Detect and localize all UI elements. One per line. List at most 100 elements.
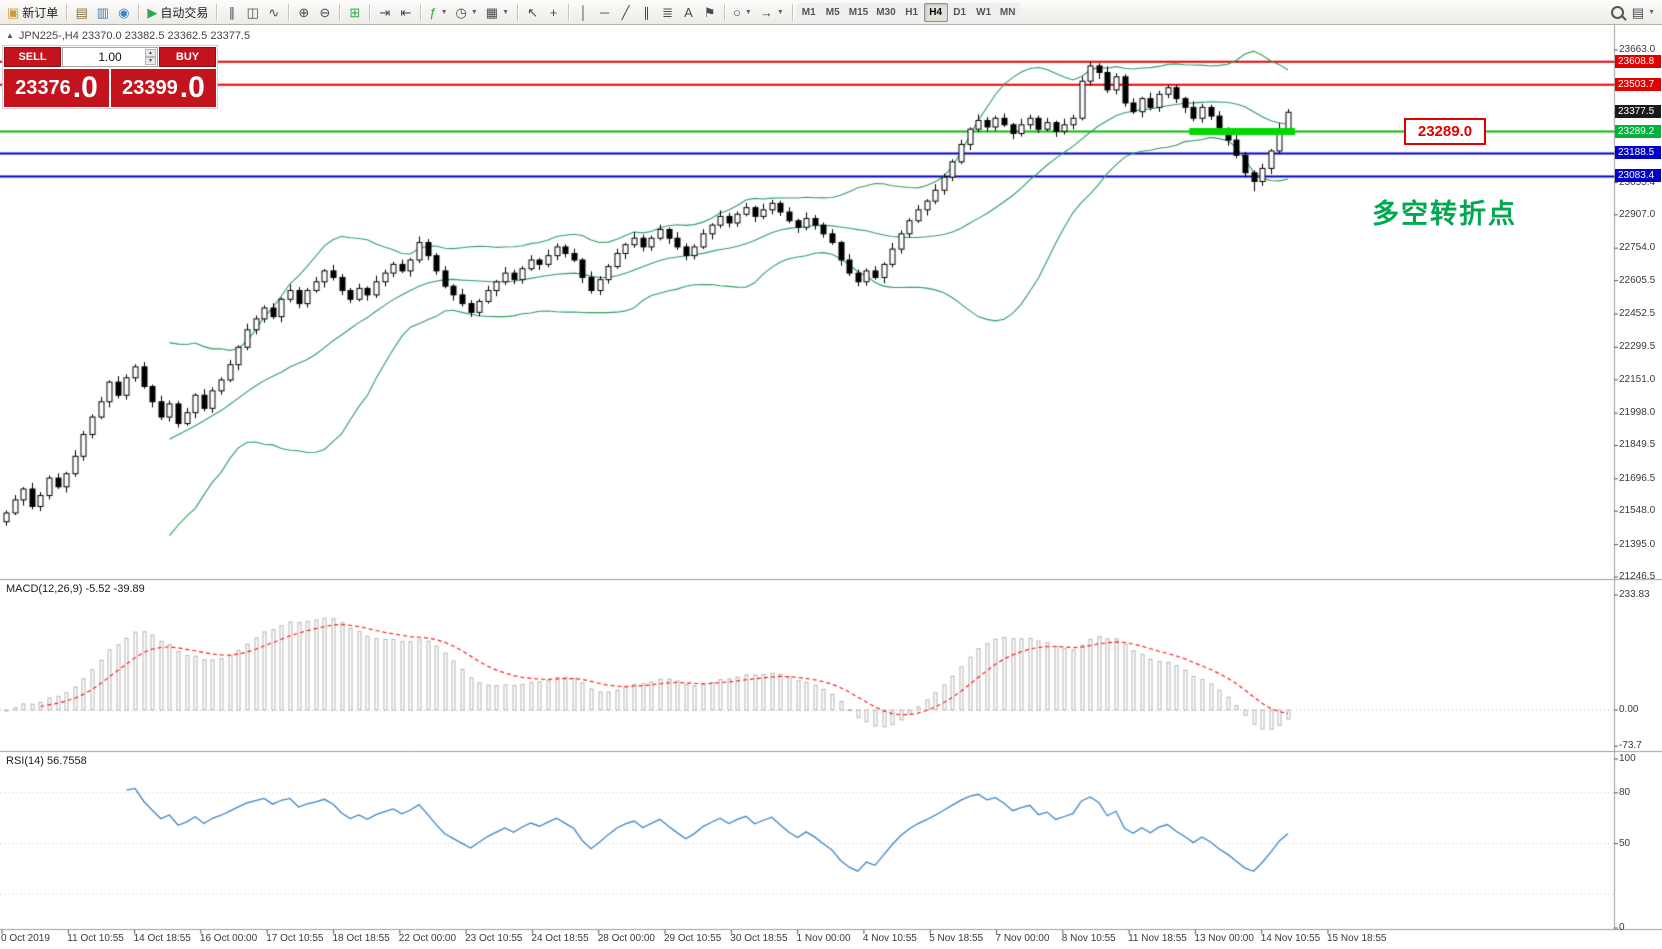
chart-window-icon[interactable]: ▤ bbox=[71, 2, 92, 23]
text-button[interactable]: A bbox=[678, 2, 699, 23]
timeframe-d1-button[interactable]: D1 bbox=[947, 2, 972, 22]
community-icon[interactable]: ◉ bbox=[113, 2, 134, 23]
toolbar-separator bbox=[369, 3, 371, 21]
buy-button[interactable]: BUY bbox=[159, 47, 216, 67]
price-axis-tag-green: 23289.2 bbox=[1615, 124, 1661, 138]
autotrading-button[interactable]: ▶ 自动交易 bbox=[143, 2, 212, 23]
price-axis-tick: 21395.0 bbox=[1619, 538, 1656, 550]
horizontal-line-button-icon: ─ bbox=[599, 4, 610, 20]
symbol-ohlc-text: JPN225-,H4 23370.0 23382.5 23362.5 23377… bbox=[18, 30, 251, 42]
time-axis-label: 5 Nov 18:55 bbox=[929, 933, 984, 944]
bar-chart-button-icon: ∥ bbox=[228, 4, 236, 20]
toolbar: ▣ 新订单 ▤ ▥ ◉ ▶ 自动交易 ∥ ◫ ∿ ⊕ ⊖ ⊞ ⇥ ⇤ ƒ ▼ ◷ ▼ ▦ ▼ ↖ + │ ─ ╱ ∥ ≣ A ⚑ ○ ▼ → ▼ M… bbox=[0, 0, 1662, 25]
timeframe-h4-button[interactable]: H4 bbox=[923, 2, 948, 22]
autotrading-button-icon: ▶ bbox=[147, 4, 158, 20]
tile-windows-button-icon: ⊞ bbox=[349, 4, 361, 20]
cursor-button[interactable]: ↖ bbox=[522, 2, 543, 23]
time-axis-label: 17 Oct 10:55 bbox=[266, 933, 324, 944]
new-order-button-icon: ▣ bbox=[7, 4, 20, 20]
time-axis-label: 11 Oct 10:55 bbox=[67, 933, 124, 944]
price-axis-tick: 21998.0 bbox=[1619, 407, 1656, 419]
periods-button[interactable]: ◷ ▼ bbox=[452, 2, 482, 23]
time-axis-label: 14 Oct 18:55 bbox=[133, 933, 191, 944]
price-axis-tick: 21548.0 bbox=[1619, 505, 1656, 517]
timeframe-mn-button[interactable]: MN bbox=[995, 2, 1020, 22]
autotrading-button-label: 自动交易 bbox=[160, 5, 209, 20]
price-axis-tick: 22151.0 bbox=[1619, 373, 1656, 385]
search-button[interactable] bbox=[1607, 2, 1628, 23]
channel-button[interactable]: ∥ bbox=[636, 2, 657, 23]
price-axis-tick: 23663.0 bbox=[1619, 44, 1656, 55]
horizontal-line-button[interactable]: ─ bbox=[594, 2, 615, 23]
auto-scroll-button-icon: ⇥ bbox=[379, 4, 391, 20]
chart-shift-button-icon: ⇤ bbox=[400, 4, 412, 20]
volume-field[interactable]: 1.00 ▲ ▼ bbox=[62, 47, 158, 67]
candlestick-chart-button[interactable]: ◫ bbox=[242, 2, 263, 23]
new-order-button[interactable]: ▣ 新订单 bbox=[3, 2, 62, 23]
price-axis-tag-red: 23608.8 bbox=[1615, 54, 1661, 68]
timeframe-m30-button[interactable]: M30 bbox=[872, 2, 900, 22]
toolbar-separator bbox=[724, 3, 726, 21]
price-axis-tick: 21849.5 bbox=[1619, 439, 1656, 451]
quick-panel-button[interactable]: ▤ ▼ bbox=[1628, 2, 1659, 23]
arrows-button-icon: → bbox=[759, 4, 773, 20]
one-click-trading-panel: SELL 1.00 ▲ ▼ BUY 23376 .0 23399 .0 bbox=[2, 45, 218, 109]
price-axis-tag-red: 23503.7 bbox=[1615, 77, 1661, 91]
shapes-button-icon: ○ bbox=[733, 4, 741, 20]
vertical-line-button[interactable]: │ bbox=[573, 2, 594, 23]
rsi-axis-tick: 100 bbox=[1619, 753, 1636, 764]
trendline-button-icon: ╱ bbox=[621, 4, 630, 20]
time-axis-label: 18 Oct 18:55 bbox=[332, 933, 390, 944]
auto-scroll-button[interactable]: ⇥ bbox=[374, 2, 395, 23]
templates-button-icon: ▦ bbox=[485, 4, 499, 20]
chevron-down-icon: ▼ bbox=[776, 8, 784, 16]
chevron-down-icon: ▼ bbox=[744, 8, 752, 16]
trendline-button[interactable]: ╱ bbox=[615, 2, 636, 23]
sell-button[interactable]: SELL bbox=[4, 47, 61, 67]
timeframe-w1-button[interactable]: W1 bbox=[971, 2, 996, 22]
label-button[interactable]: ⚑ bbox=[699, 2, 720, 23]
zoom-in-button[interactable]: ⊕ bbox=[293, 2, 314, 23]
time-axis-label: 1 Nov 00:00 bbox=[796, 933, 851, 944]
one-click-collapse-icon[interactable]: ▲ bbox=[6, 31, 14, 40]
tile-windows-button[interactable]: ⊞ bbox=[344, 2, 365, 23]
zoom-out-button[interactable]: ⊖ bbox=[314, 2, 335, 23]
macd-indicator-label: MACD(12,26,9) -5.52 -39.89 bbox=[6, 583, 145, 595]
fibonacci-button[interactable]: ≣ bbox=[657, 2, 678, 23]
crosshair-button[interactable]: + bbox=[543, 2, 564, 23]
indicators-button[interactable]: ƒ ▼ bbox=[425, 2, 451, 23]
sell-price-button[interactable]: 23376 .0 bbox=[4, 69, 109, 107]
timeframe-m5-button[interactable]: M5 bbox=[820, 2, 845, 22]
arrows-button[interactable]: → ▼ bbox=[756, 2, 788, 23]
rsi-indicator-label: RSI(14) 56.7558 bbox=[6, 755, 87, 767]
crosshair-button-icon: + bbox=[549, 4, 558, 20]
chevron-down-icon: ▼ bbox=[502, 8, 510, 16]
volume-decrease-button[interactable]: ▼ bbox=[145, 57, 156, 65]
profiles-icon[interactable]: ▥ bbox=[92, 2, 113, 23]
price-axis-tag-black: 23377.5 bbox=[1615, 105, 1661, 119]
toolbar-separator bbox=[791, 3, 793, 21]
price-axis-tick: 22605.5 bbox=[1619, 274, 1656, 286]
time-axis-label: 14 Nov 10:55 bbox=[1260, 933, 1321, 944]
price-axis-tick: 21696.5 bbox=[1619, 472, 1656, 484]
chart-symbol-info: ▲ JPN225-,H4 23370.0 23382.5 23362.5 2337… bbox=[6, 30, 250, 42]
chevron-down-icon: ▼ bbox=[1648, 8, 1655, 16]
toolbar-separator bbox=[568, 3, 570, 21]
bar-chart-button[interactable]: ∥ bbox=[221, 2, 242, 23]
shapes-button[interactable]: ○ ▼ bbox=[729, 2, 756, 23]
timeframe-m15-button[interactable]: M15 bbox=[844, 2, 873, 22]
community-icon-icon: ◉ bbox=[118, 4, 130, 20]
rsi-axis-tick: 0 bbox=[1619, 922, 1625, 933]
toolbar-separator bbox=[216, 3, 218, 21]
chart-shift-button[interactable]: ⇤ bbox=[395, 2, 416, 23]
volume-increase-button[interactable]: ▲ bbox=[145, 49, 156, 57]
line-chart-button[interactable]: ∿ bbox=[263, 2, 284, 23]
templates-button[interactable]: ▦ ▼ bbox=[482, 2, 513, 23]
price-axis-tag-blue: 23083.4 bbox=[1615, 169, 1661, 183]
search-icon bbox=[1610, 5, 1624, 19]
timeframe-h1-button[interactable]: H1 bbox=[899, 2, 924, 22]
time-axis-label: 23 Oct 10:55 bbox=[465, 933, 523, 944]
buy-price-button[interactable]: 23399 .0 bbox=[111, 69, 216, 107]
timeframe-m1-button[interactable]: M1 bbox=[796, 2, 821, 22]
